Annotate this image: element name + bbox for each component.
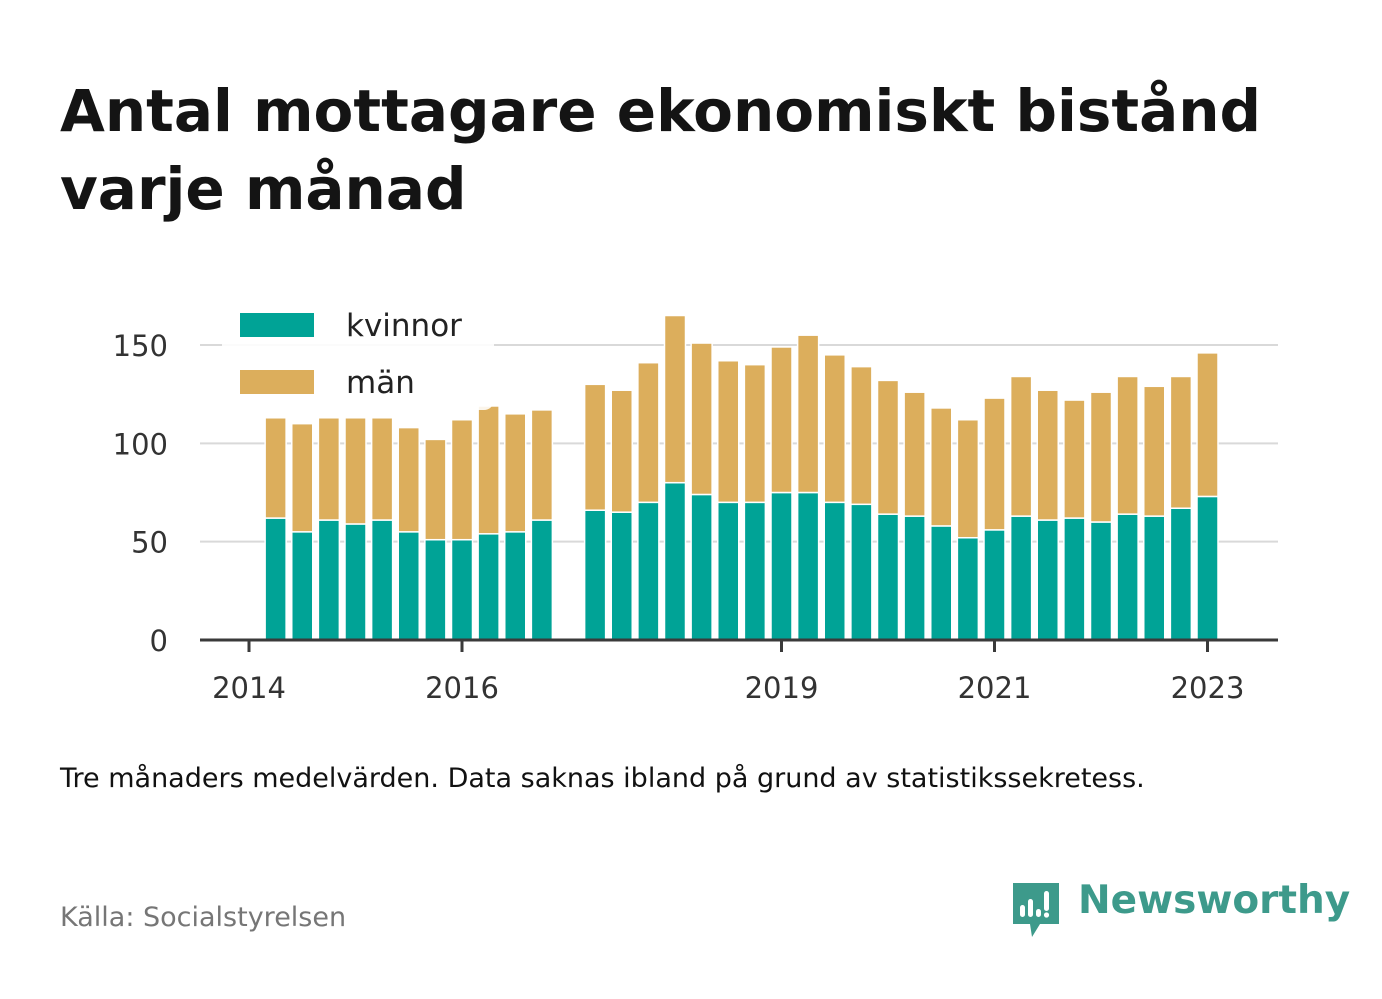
legend: kvinnor män: [222, 300, 494, 410]
bar-man: [743, 363, 767, 504]
y-tick-label: 150: [113, 329, 168, 363]
bar-man: [1009, 375, 1033, 517]
bar-man: [663, 314, 687, 484]
bar-man: [717, 359, 740, 504]
bar-man: [477, 405, 500, 535]
bar-man: [690, 342, 713, 496]
bar-man: [1143, 385, 1166, 517]
stacked-bar-chart: 0 50 100 150 2014 2016 2019 2021 2023 kvinnor män: [112, 300, 1278, 705]
bar-man: [1036, 389, 1059, 521]
bar-man: [637, 361, 660, 504]
bar-kvinnor: [903, 515, 926, 641]
y-tick-label: 50: [131, 526, 168, 560]
bar-kvinnor: [743, 501, 767, 641]
bar-kvinnor: [583, 509, 607, 641]
bar-kvinnor: [1116, 513, 1139, 641]
y-tick-label: 100: [113, 427, 168, 461]
bar-kvinnor: [397, 531, 420, 641]
bar-man: [903, 391, 926, 517]
bar-kvinnor: [1169, 507, 1193, 641]
bar-kvinnor: [504, 531, 527, 641]
legend-label: kvinnor: [346, 308, 462, 344]
bar-kvinnor: [344, 523, 367, 641]
chart-caption: Tre månaders medelvärden. Data saknas ib…: [60, 763, 1145, 794]
bar-man: [264, 417, 287, 519]
bar-man: [317, 417, 341, 521]
bar-kvinnor: [717, 501, 740, 641]
bar-man: [1169, 375, 1193, 509]
bar-man: [983, 397, 1006, 531]
bar-kvinnor: [1143, 515, 1166, 641]
legend-label: män: [346, 365, 415, 401]
bar-kvinnor: [637, 501, 660, 641]
bar-kvinnor: [956, 536, 980, 641]
bar-kvinnor: [477, 533, 500, 641]
bar-kvinnor: [530, 519, 554, 641]
bar-kvinnor: [850, 503, 873, 641]
bar-man: [930, 407, 953, 527]
bar-man: [1089, 391, 1113, 523]
bar-kvinnor: [1009, 515, 1033, 641]
bar-kvinnor: [930, 525, 953, 641]
x-tick-label: 2014: [212, 671, 286, 705]
bar-man: [291, 422, 314, 533]
bar-man: [796, 334, 820, 494]
bar-kvinnor: [770, 491, 793, 641]
y-tick-label: 0: [150, 624, 168, 658]
bar-kvinnor: [424, 538, 447, 641]
bar-man: [956, 418, 980, 539]
bar-kvinnor: [823, 501, 846, 641]
bar-man: [823, 354, 846, 504]
bar-kvinnor: [1196, 495, 1219, 641]
legend-swatch: [240, 370, 314, 394]
bar-man: [424, 438, 447, 541]
source-note: Källa: Socialstyrelsen: [60, 902, 347, 933]
bar-man: [370, 417, 394, 521]
bar-man: [1063, 399, 1086, 519]
bar-man: [876, 379, 900, 515]
bar-kvinnor: [291, 531, 314, 641]
chart-title: Antal mottagare ekonomiskt bistånd varje…: [60, 77, 1262, 223]
bar-kvinnor: [796, 491, 820, 641]
bar-kvinnor: [1036, 519, 1059, 641]
bar-kvinnor: [264, 517, 287, 641]
bar-kvinnor: [1063, 517, 1086, 641]
x-tick-label: 2021: [958, 671, 1032, 705]
bar-man: [530, 409, 554, 521]
newsworthy-logo-icon: [1013, 883, 1059, 937]
bar-kvinnor: [876, 513, 900, 641]
bar-man: [504, 413, 527, 533]
brand-name: Newsworthy: [1078, 878, 1351, 923]
bar-man: [850, 365, 873, 506]
legend-swatch: [240, 313, 314, 337]
bar-kvinnor: [690, 493, 713, 641]
bar-man: [770, 346, 793, 494]
bar-man: [397, 426, 420, 533]
x-tick-label: 2016: [425, 671, 499, 705]
bar-kvinnor: [317, 519, 341, 641]
bar-man: [610, 389, 633, 513]
bar-kvinnor: [663, 481, 687, 641]
x-tick-label: 2023: [1171, 671, 1245, 705]
bar-kvinnor: [450, 538, 474, 641]
bar-man: [1116, 375, 1139, 515]
bar-man: [583, 383, 607, 511]
bar-kvinnor: [610, 511, 633, 641]
bar-kvinnor: [370, 519, 394, 641]
axes: 0 50 100 150 2014 2016 2019 2021 2023: [113, 329, 1278, 705]
bar-man: [1196, 352, 1219, 498]
bar-kvinnor: [1089, 521, 1113, 641]
bar-man: [450, 418, 474, 541]
bar-kvinnor: [983, 529, 1006, 641]
bar-man: [344, 417, 367, 525]
x-tick-label: 2019: [745, 671, 819, 705]
